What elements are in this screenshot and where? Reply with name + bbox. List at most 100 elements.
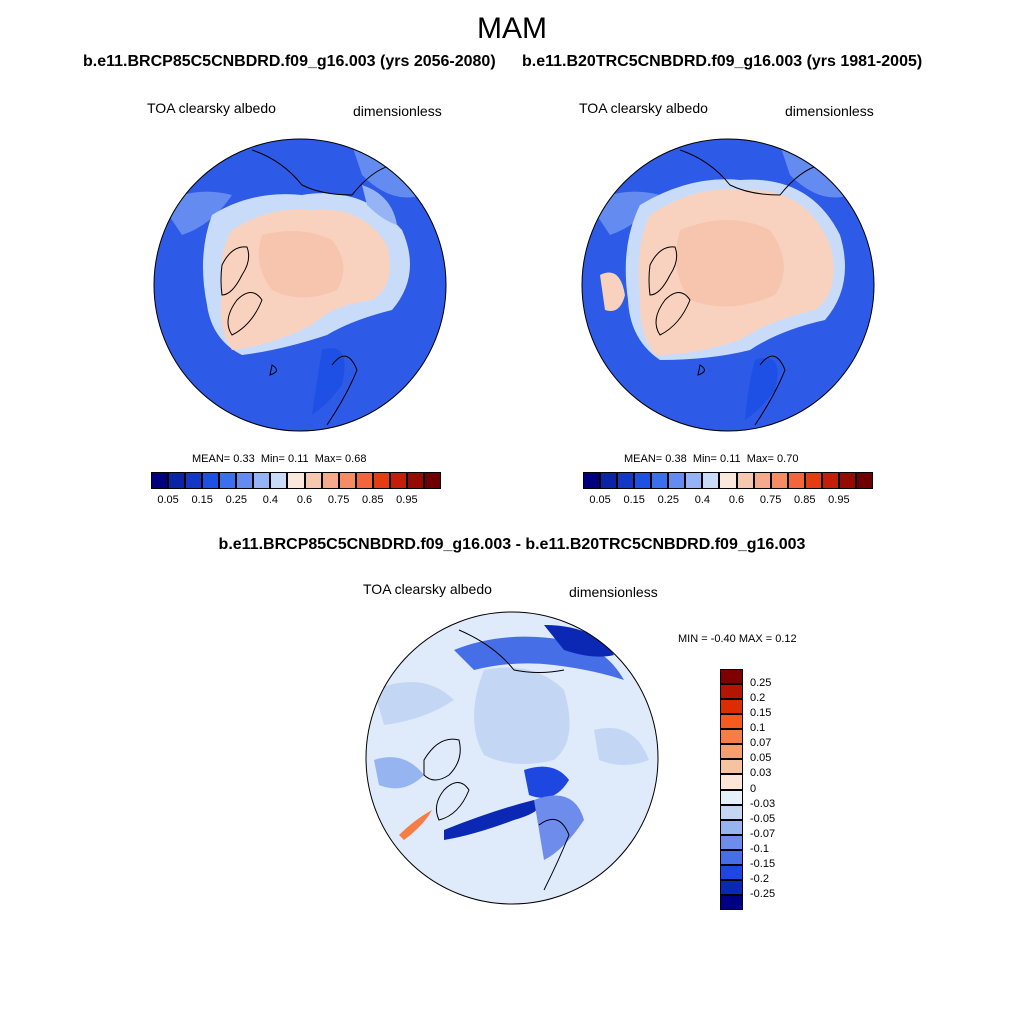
diff-colorbar-tick-label: -0.1	[750, 842, 769, 855]
diff-colorbar-cell	[720, 774, 743, 790]
max-label: Max=	[746, 453, 774, 465]
diff-colorbar-cell	[720, 879, 743, 895]
min-value: 0.11	[720, 453, 741, 465]
panel-1-colorbar-cell	[389, 472, 407, 489]
diff-colorbar-cell	[720, 669, 743, 685]
diff-colorbar-cell	[720, 864, 743, 880]
panel-2-colorbar-tick-label: 0.25	[657, 494, 679, 506]
panel-2-colorbar-tick-label: 0.4	[694, 494, 711, 506]
diff-colorbar-tick-label: -0.07	[750, 827, 776, 840]
panel-1-colorbar-tick-label: 0.95	[396, 494, 418, 506]
panel-1-colorbar-cell	[372, 472, 390, 489]
diff-colorbar-tick-label: -0.2	[750, 872, 769, 885]
panel-2-polar-map	[581, 138, 875, 432]
panel-2-colorbar-cell	[719, 472, 737, 489]
diff-colorbar-tick-label: 0.2	[750, 692, 766, 705]
panel-1-stats: MEAN= 0.33 Min= 0.11 Max= 0.68	[192, 453, 366, 465]
panel-2-colorbar-ticks: 0.05 0.15 0.25 0.4 0.6 0.75 0.85 0.95	[583, 494, 873, 508]
panel-1-colorbar-tick-label: 0.6	[296, 494, 313, 506]
min-label: Min=	[260, 453, 285, 465]
panel-1-colorbar-tick-label: 0.25	[225, 494, 247, 506]
diff-variable: TOA clearsky albedo	[363, 581, 492, 597]
min-label: Min=	[692, 453, 717, 465]
diff-colorbar-cell	[720, 804, 743, 820]
diff-stats: MIN = -0.40 MAX = 0.12	[678, 633, 797, 645]
panel-1-colorbar-ticks: 0.05 0.15 0.25 0.4 0.6 0.75 0.85 0.95	[151, 494, 441, 508]
panel-1-colorbar-cell	[151, 472, 169, 489]
diff-colorbar-cell	[720, 849, 743, 865]
panel-1-colorbar-cell	[304, 472, 322, 489]
panel-2-colorbar-cell	[651, 472, 669, 489]
min-value: -0.40	[710, 633, 736, 645]
panel-1-colorbar	[151, 472, 441, 489]
panel-2-colorbar	[583, 472, 873, 489]
panel-2-colorbar-cell	[770, 472, 788, 489]
panel-2-colorbar-cell	[753, 472, 771, 489]
panel-2-units: dimensionless	[785, 103, 874, 119]
panel-1-variable: TOA clearsky albedo	[147, 100, 276, 116]
diff-colorbar-cell	[720, 684, 743, 700]
diff-colorbar-tick-label: 0.15	[750, 707, 772, 720]
diff-polar-map	[365, 611, 659, 905]
panel-1-colorbar-tick-label: 0.15	[191, 494, 213, 506]
panel-2-colorbar-cell	[804, 472, 822, 489]
diff-colorbar-tick-label: 0.25	[750, 677, 772, 690]
mean-label: MEAN=	[192, 453, 231, 465]
diff-colorbar-tick-label: 0.05	[750, 752, 772, 765]
panel-1-colorbar-cell	[219, 472, 237, 489]
panel-1-colorbar-cell	[338, 472, 356, 489]
panel-1-colorbar-cell	[287, 472, 305, 489]
panel-2-colorbar-cell	[583, 472, 601, 489]
diff-colorbar-cell	[720, 834, 743, 850]
panel-2-colorbar-tick-label: 0.15	[623, 494, 645, 506]
diff-colorbar-ticks: 0.25 0.2 0.15 0.1 0.07 0.05 0.03 0 -0.03 -0.05 -0.…	[750, 669, 810, 910]
panel-1-colorbar-cell	[423, 472, 441, 489]
diff-colorbar-cell	[720, 714, 743, 730]
panel-2-colorbar-cell	[634, 472, 652, 489]
panel-2-colorbar-cell	[855, 472, 873, 489]
panel-1-colorbar-cell	[168, 472, 186, 489]
panel-2-colorbar-cell	[838, 472, 856, 489]
mean-value: 0.33	[233, 453, 255, 465]
panel-2-colorbar-cell	[702, 472, 720, 489]
panel-1-units: dimensionless	[353, 103, 442, 119]
panel-2-colorbar-cell	[685, 472, 703, 489]
max-value: 0.68	[345, 453, 367, 465]
panel-1-colorbar-cell	[355, 472, 373, 489]
panel-2-colorbar-cell	[617, 472, 635, 489]
max-label: MAX =	[738, 633, 773, 645]
diff-colorbar-cell	[720, 759, 743, 775]
diff-colorbar-tick-label: 0	[750, 782, 757, 795]
panel-1-polar-map	[153, 138, 447, 432]
diff-colorbar-tick-label: -0.05	[750, 812, 776, 825]
panel-2-variable: TOA clearsky albedo	[579, 100, 708, 116]
max-value: 0.70	[777, 453, 799, 465]
panel-1-colorbar-cell	[185, 472, 203, 489]
panel-2-colorbar-tick-label: 0.95	[828, 494, 850, 506]
diff-colorbar-cell	[720, 744, 743, 760]
diff-colorbar-tick-label: 0.03	[750, 767, 772, 780]
panel-2-colorbar-cell	[736, 472, 754, 489]
mean-value: 0.38	[665, 453, 687, 465]
diff-colorbar-cell	[720, 894, 743, 910]
max-value: 0.12	[775, 633, 797, 645]
diff-colorbar-tick-label: 0.1	[750, 722, 766, 735]
panel-1-colorbar-tick-label: 0.75	[327, 494, 350, 506]
diff-case-label: b.e11.BRCP85C5CNBDRD.f09_g16.003 - b.e11…	[218, 536, 806, 553]
diff-colorbar-cell	[720, 729, 743, 745]
panel-1-colorbar-tick-label: 0.05	[157, 494, 179, 506]
diff-units: dimensionless	[569, 584, 658, 600]
panel-2-colorbar-cell	[668, 472, 686, 489]
diff-colorbar-cell	[720, 789, 743, 805]
diff-colorbar-tick-label: 0.07	[750, 737, 772, 750]
diff-colorbar-cell	[720, 819, 743, 835]
max-label: Max=	[314, 453, 342, 465]
panel-1-colorbar-tick-label: 0.4	[262, 494, 279, 506]
panel-2-colorbar-tick-label: 0.85	[794, 494, 816, 506]
panel-1-case-label: b.e11.BRCP85C5CNBDRD.f09_g16.003 (yrs 20…	[83, 53, 496, 70]
panel-1-colorbar-cell	[253, 472, 271, 489]
figure-title: MAM	[477, 12, 547, 45]
panel-1-colorbar-tick-label: 0.85	[362, 494, 384, 506]
panel-2-stats: MEAN= 0.38 Min= 0.11 Max= 0.70	[624, 453, 798, 465]
panel-1-colorbar-cell	[270, 472, 288, 489]
